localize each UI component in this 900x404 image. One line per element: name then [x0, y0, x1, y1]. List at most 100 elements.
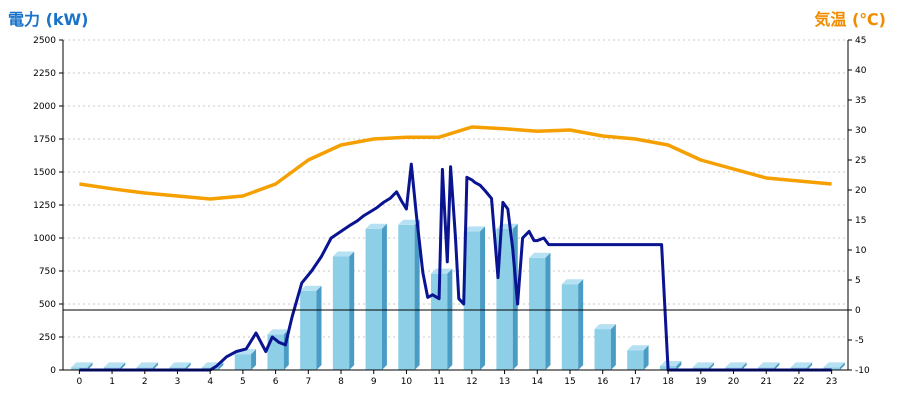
- bar-top: [332, 251, 355, 257]
- x-tick-label: 3: [175, 377, 181, 387]
- x-tick-label: 21: [761, 377, 772, 387]
- bar: [71, 367, 88, 370]
- x-tick-label: 2: [142, 377, 148, 387]
- left-tick-label: 0: [50, 366, 56, 376]
- right-tick-label: 15: [855, 216, 866, 226]
- left-tick-label: 2000: [33, 102, 56, 112]
- bar-side: [218, 362, 224, 370]
- right-tick-label: 30: [855, 126, 867, 136]
- left-tick-label: 750: [39, 267, 56, 277]
- bar-side: [349, 251, 355, 370]
- temperature-series-line: [79, 125, 832, 201]
- x-tick-label: 20: [728, 377, 740, 387]
- x-tick-label: 19: [695, 377, 707, 387]
- bar-top: [790, 362, 813, 368]
- bar-top: [463, 226, 486, 232]
- right-tick-label: -10: [855, 366, 870, 376]
- x-tick-label: 8: [338, 377, 344, 387]
- bar-side: [708, 362, 714, 370]
- x-tick-label: 9: [371, 377, 377, 387]
- power-series-line: [79, 162, 832, 372]
- x-tick-label: 16: [597, 377, 609, 387]
- right-tick-label: 25: [855, 156, 866, 166]
- bar-side: [120, 362, 126, 370]
- x-tick-label: 6: [273, 377, 279, 387]
- x-tick-label: 7: [305, 377, 311, 387]
- left-axis-title: 電力 (kW): [8, 10, 89, 29]
- bar-top: [692, 362, 714, 368]
- bar-top: [169, 362, 191, 368]
- left-tick-label: 1750: [33, 135, 56, 145]
- x-tick-label: 10: [401, 377, 413, 387]
- bar-top: [103, 362, 126, 368]
- bar-side: [447, 268, 453, 370]
- bar: [398, 224, 415, 370]
- right-tick-label: 5: [855, 276, 861, 286]
- x-tick-label: 23: [826, 377, 837, 387]
- bar-top: [529, 252, 551, 258]
- lines-layer: [79, 125, 832, 372]
- left-tick-label: 2250: [33, 69, 56, 79]
- bar-side: [643, 345, 649, 370]
- bar-top: [561, 279, 584, 285]
- bar-side: [839, 362, 845, 370]
- x-tick-label: 4: [207, 377, 213, 387]
- left-tick-label: 250: [39, 333, 56, 343]
- bar-side: [185, 362, 191, 370]
- bar-side: [381, 223, 387, 370]
- right-axis-title: 気温 (℃): [814, 10, 886, 29]
- bar-top: [594, 324, 616, 330]
- bar: [365, 228, 382, 370]
- bar: [234, 354, 252, 370]
- x-tick-label: 11: [433, 377, 444, 387]
- bar-top: [430, 268, 453, 274]
- bar-top: [398, 219, 420, 225]
- bar-top: [267, 329, 289, 335]
- bar: [627, 350, 644, 370]
- bar: [496, 228, 513, 370]
- bar-top: [823, 362, 845, 368]
- bar-side: [741, 362, 747, 370]
- bar-top: [365, 223, 387, 229]
- bar-side: [87, 362, 93, 370]
- bar-side: [414, 219, 420, 370]
- bar-side: [578, 279, 584, 370]
- left-tick-label: 1250: [33, 201, 56, 211]
- x-tick-label: 13: [499, 377, 510, 387]
- right-tick-label: 35: [855, 96, 866, 106]
- x-tick-label: 0: [76, 377, 82, 387]
- right-tick-label: 40: [855, 66, 867, 76]
- right-tick-label: -5: [855, 336, 864, 346]
- bar-side: [807, 362, 813, 370]
- bar: [823, 367, 840, 370]
- left-tick-label: 1000: [33, 234, 56, 244]
- x-tick-label: 15: [564, 377, 575, 387]
- bar-top: [136, 362, 158, 368]
- bar-top: [300, 285, 322, 291]
- bar-top: [71, 362, 93, 368]
- right-tick-label: 20: [855, 186, 867, 196]
- left-tick-label: 1500: [33, 168, 56, 178]
- bar-top: [758, 362, 780, 368]
- right-tick-label: 45: [855, 36, 866, 46]
- bar-side: [480, 226, 486, 370]
- left-tick-label: 2500: [33, 36, 56, 46]
- bar-side: [152, 362, 158, 370]
- bar-side: [774, 362, 780, 370]
- bar: [332, 256, 350, 370]
- axes-layer: 0 250 5 0 0 750 1000 1250 1500 1750 2000 2250 2500 -1…: [33, 36, 870, 387]
- grid-layer: [63, 39, 848, 338]
- bar-side: [610, 324, 616, 370]
- bar: [561, 284, 579, 370]
- bar: [463, 231, 481, 370]
- bar-side: [676, 361, 682, 370]
- bar-side: [545, 252, 551, 370]
- right-tick-label: 0: [855, 306, 861, 316]
- x-tick-label: 1: [109, 377, 115, 387]
- x-tick-label: 17: [630, 377, 641, 387]
- bar-top: [659, 361, 682, 367]
- bar-side: [316, 285, 322, 370]
- bar: [300, 290, 317, 370]
